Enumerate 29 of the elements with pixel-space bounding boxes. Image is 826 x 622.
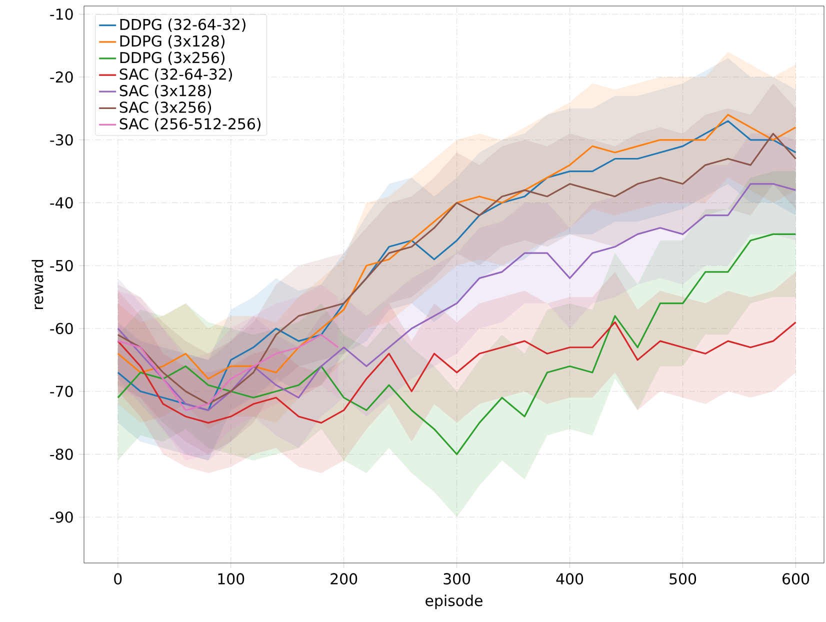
legend-label: SAC (3x256) bbox=[120, 101, 212, 115]
y-tick-label: -60 bbox=[50, 322, 73, 334]
line-series bbox=[117, 334, 339, 412]
x-tick-label: 0 bbox=[114, 573, 122, 584]
legend-label: SAC (3x128) bbox=[120, 84, 212, 98]
line-series bbox=[117, 321, 797, 424]
y-tick-label: -30 bbox=[50, 134, 73, 146]
legend-label: DDPG (32-64-32) bbox=[120, 18, 246, 32]
x-tick-label: 600 bbox=[782, 573, 810, 584]
y-tick-label: -70 bbox=[50, 386, 73, 398]
y-tick-label: -40 bbox=[50, 197, 73, 208]
x-axis-title: episode bbox=[426, 594, 482, 610]
legend-label: SAC (256-512-256) bbox=[120, 118, 260, 132]
x-tick-label: 200 bbox=[330, 573, 358, 584]
y-tick-label: -20 bbox=[50, 71, 73, 83]
x-tick-label: 400 bbox=[556, 573, 584, 584]
y-tick-label: -80 bbox=[50, 448, 73, 460]
line-series bbox=[117, 233, 797, 456]
y-tick-label: -10 bbox=[50, 8, 73, 20]
x-tick-label: 300 bbox=[444, 573, 470, 584]
y-axis-title: reward bbox=[32, 260, 44, 310]
x-tick-label: 100 bbox=[218, 573, 244, 584]
y-tick-label: -50 bbox=[50, 260, 73, 272]
line-series bbox=[117, 183, 797, 412]
legend-label: DDPG (3x128) bbox=[120, 35, 224, 48]
legend-label: DDPG (3x256) bbox=[120, 52, 224, 65]
x-tick-label: 500 bbox=[670, 573, 696, 584]
y-tick-label: -90 bbox=[50, 511, 73, 523]
legend-label: SAC (32-64-32) bbox=[120, 68, 232, 82]
